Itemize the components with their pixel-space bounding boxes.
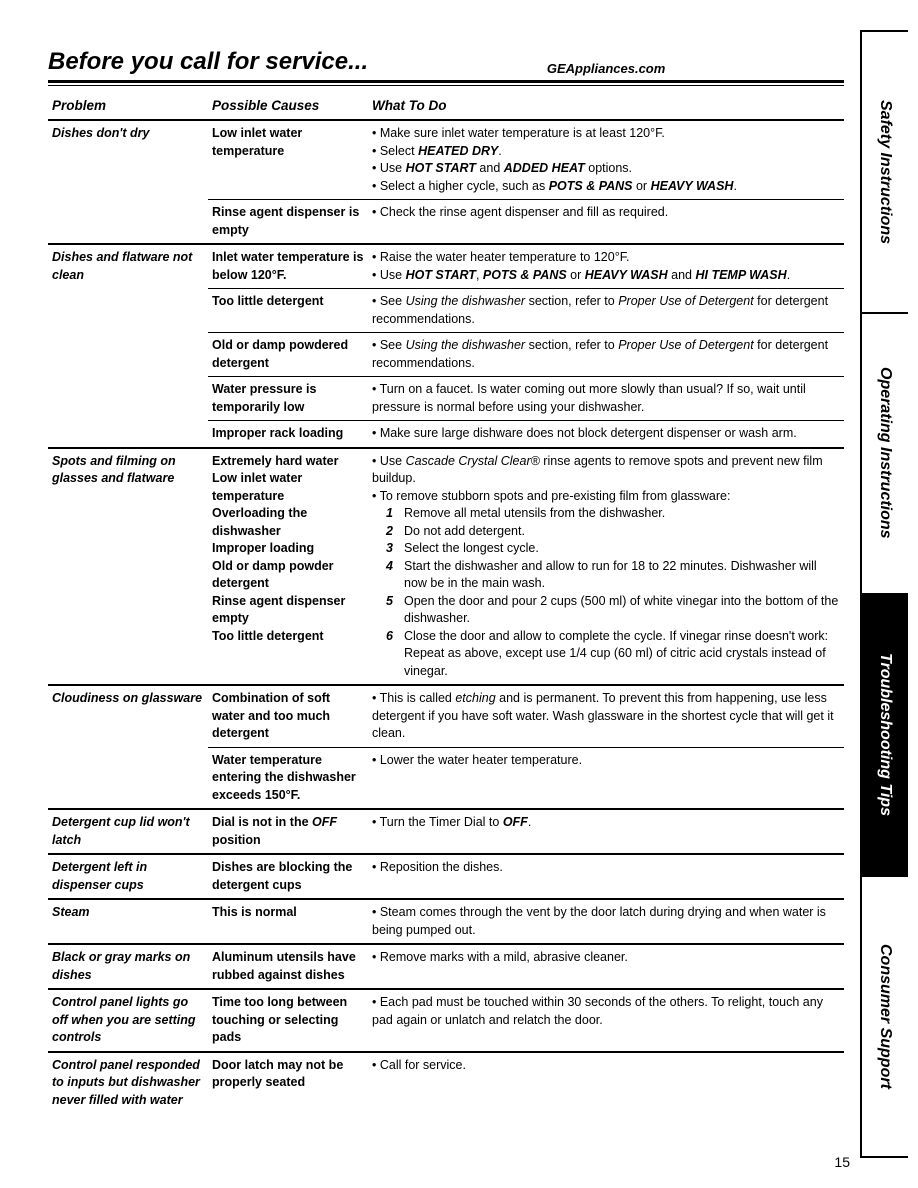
fix-cell: • Use Cascade Crystal Clear® rinse agent… (368, 448, 844, 686)
table-row: Water temperature entering the dishwashe… (48, 747, 844, 809)
cause-cell: Extremely hard waterLow inlet water temp… (208, 448, 368, 686)
problem-cell (48, 377, 208, 421)
problem-cell: Dishes and flatware not clean (48, 244, 208, 289)
fix-cell: • Each pad must be touched within 30 sec… (368, 989, 844, 1052)
fix-cell: • Reposition the dishes. (368, 854, 844, 899)
page-title: Before you call for service... (48, 48, 368, 76)
problem-cell: Black or gray marks on dishes (48, 944, 208, 989)
table-row: Improper rack loading• Make sure large d… (48, 421, 844, 448)
table-row: Detergent cup lid won't latchDial is not… (48, 809, 844, 854)
fix-cell: • Turn the Timer Dial to OFF. (368, 809, 844, 854)
cause-cell: Rinse agent dispenser is empty (208, 200, 368, 245)
side-tab[interactable]: Troubleshooting Tips (862, 595, 908, 877)
fix-cell: • Lower the water heater temperature. (368, 747, 844, 809)
cause-cell: Time too long between touching or select… (208, 989, 368, 1052)
table-row: Dishes and flatware not cleanInlet water… (48, 244, 844, 289)
cause-cell: Water pressure is temporarily low (208, 377, 368, 421)
side-tabs: Safety InstructionsOperating Instruction… (860, 30, 908, 1158)
problem-cell: Detergent cup lid won't latch (48, 809, 208, 854)
cause-cell: Improper rack loading (208, 421, 368, 448)
troubleshooting-table: Problem Possible Causes What To Do Dishe… (48, 92, 844, 1113)
table-row: Control panel lights go off when you are… (48, 989, 844, 1052)
problem-cell (48, 333, 208, 377)
cause-cell: Dial is not in the OFF position (208, 809, 368, 854)
side-tab[interactable]: Consumer Support (862, 877, 908, 1157)
table-row: Water pressure is temporarily low• Turn … (48, 377, 844, 421)
brand-url: GEAppliances.com (547, 61, 665, 76)
fix-cell: • Check the rinse agent dispenser and fi… (368, 200, 844, 245)
problem-cell (48, 289, 208, 333)
cause-cell: Inlet water temperature is below 120°F. (208, 244, 368, 289)
fix-cell: • Make sure inlet water temperature is a… (368, 120, 844, 200)
cause-cell: Combination of soft water and too much d… (208, 685, 368, 747)
fix-cell: • Remove marks with a mild, abrasive cle… (368, 944, 844, 989)
problem-cell (48, 747, 208, 809)
cause-cell: Door latch may not be properly seated (208, 1052, 368, 1114)
table-row: Old or damp powdered detergent• See Usin… (48, 333, 844, 377)
problem-cell: Control panel lights go off when you are… (48, 989, 208, 1052)
problem-cell: Control panel responded to inputs but di… (48, 1052, 208, 1114)
problem-cell: Detergent left in dispenser cups (48, 854, 208, 899)
table-row: Cloudiness on glasswareCombination of so… (48, 685, 844, 747)
col-header-fix: What To Do (368, 92, 844, 120)
cause-cell: Low inlet water temperature (208, 120, 368, 200)
table-row: Detergent left in dispenser cupsDishes a… (48, 854, 844, 899)
problem-cell (48, 421, 208, 448)
cause-cell: Water temperature entering the dishwashe… (208, 747, 368, 809)
problem-cell (48, 200, 208, 245)
fix-cell: • Raise the water heater temperature to … (368, 244, 844, 289)
fix-cell: • Call for service. (368, 1052, 844, 1114)
problem-cell: Cloudiness on glassware (48, 685, 208, 747)
fix-cell: • See Using the dishwasher section, refe… (368, 289, 844, 333)
fix-cell: • Turn on a faucet. Is water coming out … (368, 377, 844, 421)
problem-cell: Spots and filming on glasses and flatwar… (48, 448, 208, 686)
table-row: Rinse agent dispenser is empty• Check th… (48, 200, 844, 245)
table-row: Dishes don't dryLow inlet water temperat… (48, 120, 844, 200)
problem-cell: Steam (48, 899, 208, 944)
fix-cell: • See Using the dishwasher section, refe… (368, 333, 844, 377)
problem-cell: Dishes don't dry (48, 120, 208, 200)
cause-cell: Dishes are blocking the detergent cups (208, 854, 368, 899)
cause-cell: Old or damp powdered detergent (208, 333, 368, 377)
fix-cell: • This is called etching and is permanen… (368, 685, 844, 747)
col-header-cause: Possible Causes (208, 92, 368, 120)
cause-cell: Aluminum utensils have rubbed against di… (208, 944, 368, 989)
fix-cell: • Make sure large dishware does not bloc… (368, 421, 844, 448)
table-row: Control panel responded to inputs but di… (48, 1052, 844, 1114)
fix-cell: • Steam comes through the vent by the do… (368, 899, 844, 944)
table-row: Too little detergent• See Using the dish… (48, 289, 844, 333)
col-header-problem: Problem (48, 92, 208, 120)
cause-cell: Too little detergent (208, 289, 368, 333)
table-row: Spots and filming on glasses and flatwar… (48, 448, 844, 686)
side-tab[interactable]: Operating Instructions (862, 314, 908, 596)
side-tab[interactable]: Safety Instructions (862, 32, 908, 314)
cause-cell: This is normal (208, 899, 368, 944)
table-row: SteamThis is normal• Steam comes through… (48, 899, 844, 944)
table-row: Black or gray marks on dishesAluminum ut… (48, 944, 844, 989)
page-number: 15 (834, 1154, 850, 1170)
